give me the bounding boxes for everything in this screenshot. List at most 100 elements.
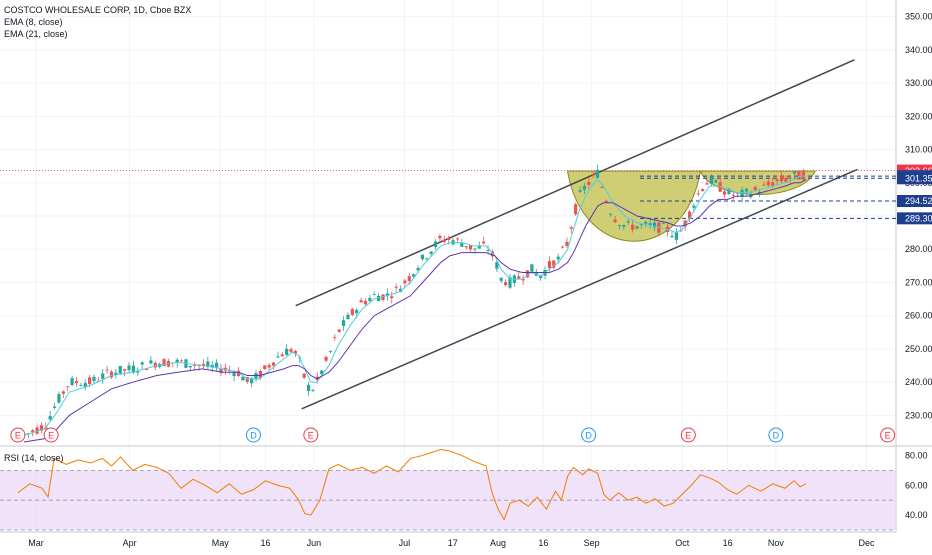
event-marker-label: E — [15, 431, 21, 441]
candle-body — [609, 214, 613, 215]
candle-body — [83, 383, 87, 387]
candle-body — [188, 366, 192, 368]
candle-body — [35, 427, 39, 434]
dividend-marker[interactable]: D — [581, 427, 597, 443]
ema-8-line — [23, 175, 807, 436]
time-tick-label: 17 — [448, 538, 458, 548]
event-marker-circle — [245, 427, 261, 443]
candle-body — [254, 373, 258, 380]
candle-body — [661, 223, 665, 225]
candle-body — [600, 187, 604, 188]
badge-label: 294.52 — [905, 196, 932, 206]
candle-body — [346, 314, 350, 320]
candle-body — [626, 221, 630, 223]
candle-body — [206, 361, 210, 367]
candle-body — [433, 241, 438, 247]
time-tick-label: 16 — [538, 538, 548, 548]
event-marker-label: D — [250, 431, 257, 441]
candle-body — [377, 295, 381, 302]
candle-body — [337, 329, 341, 332]
candle-body — [52, 406, 57, 408]
candle-body — [442, 239, 446, 242]
candle-body — [368, 297, 372, 301]
chart-legend: COSTCO WHOLESALE CORP, 1D, Cboe BZX EMA … — [4, 4, 191, 40]
candle-body — [490, 251, 495, 257]
candle-body — [74, 381, 79, 384]
candle-body — [652, 222, 657, 228]
candle-body — [123, 369, 127, 371]
rsi-tick-label: 60.00 — [905, 480, 928, 490]
candle-body — [131, 365, 135, 373]
candle-body — [293, 350, 298, 354]
time-tick-label: Dec — [858, 538, 875, 548]
time-tick-label: Jun — [307, 538, 322, 548]
candle-body — [153, 362, 157, 368]
candle-body — [149, 360, 153, 364]
candle-body — [701, 189, 705, 191]
candle-body — [175, 359, 179, 363]
candle-body — [499, 277, 503, 281]
price-tick-label: 330.00 — [905, 78, 932, 88]
price-tick-label: 350.00 — [905, 12, 932, 22]
earnings-marker[interactable]: E — [680, 427, 696, 443]
earnings-marker[interactable]: E — [303, 427, 319, 443]
candle-body — [280, 354, 284, 357]
candle-body — [412, 274, 416, 277]
candle-body — [359, 300, 363, 303]
rsi-legend[interactable]: RSI (14, close) — [4, 453, 64, 463]
dividend-marker[interactable]: D — [768, 427, 784, 443]
badge-bg — [897, 194, 932, 207]
candle-body — [420, 254, 425, 260]
symbol-title[interactable]: COSTCO WHOLESALE CORP, 1D, Cboe BZX — [4, 5, 192, 15]
rsi-line — [17, 448, 807, 521]
candle-body — [801, 171, 805, 180]
candle-body — [766, 181, 770, 186]
event-marker-circle — [303, 427, 319, 443]
candle-body — [302, 373, 306, 378]
event-marker-label: D — [585, 431, 592, 441]
rsi-tick-label: 40.00 — [905, 510, 928, 520]
ema-slow-label[interactable]: EMA (21, close) — [4, 29, 68, 39]
candle-body — [92, 376, 96, 382]
badge-label: 301.35 — [905, 173, 932, 183]
price-tick-label: 270.00 — [905, 277, 932, 287]
badge-bg — [897, 212, 932, 225]
price-tick-label: 310.00 — [905, 145, 932, 155]
dividend-marker[interactable]: D — [245, 427, 261, 443]
candle-body — [263, 365, 267, 369]
candle-body — [136, 371, 140, 373]
price-level-badge: 301.35 — [897, 172, 932, 185]
candle-body — [547, 261, 551, 268]
ema-fast-label[interactable]: EMA (8, close) — [4, 17, 63, 27]
candle-body — [311, 390, 315, 392]
candle-body — [617, 225, 622, 227]
candle-body — [552, 260, 556, 268]
event-marker-circle — [43, 427, 59, 443]
candle-body — [687, 211, 692, 219]
candle-body — [595, 169, 600, 178]
candle-body — [477, 245, 481, 249]
candle-body — [271, 362, 276, 366]
candle-body — [468, 245, 473, 250]
price-tick-label: 280.00 — [905, 244, 932, 254]
candle-body — [372, 294, 376, 295]
candle-body — [753, 187, 757, 191]
candle-body — [407, 276, 411, 281]
price-tick-label: 320.00 — [905, 111, 932, 121]
candle-body — [350, 309, 354, 315]
earnings-marker[interactable]: E — [43, 427, 59, 443]
time-tick-label: Jul — [399, 538, 411, 548]
candle-body — [714, 180, 718, 183]
candle-body — [219, 369, 223, 374]
candle-body — [385, 293, 389, 296]
candle-body — [517, 276, 521, 279]
candle-body — [276, 356, 280, 358]
candle-body — [193, 365, 197, 366]
candle-body — [670, 235, 674, 238]
candle-body — [692, 205, 696, 208]
earnings-marker[interactable]: E — [880, 427, 896, 443]
earnings-marker[interactable]: E — [10, 427, 26, 443]
event-marker-label: E — [48, 431, 54, 441]
